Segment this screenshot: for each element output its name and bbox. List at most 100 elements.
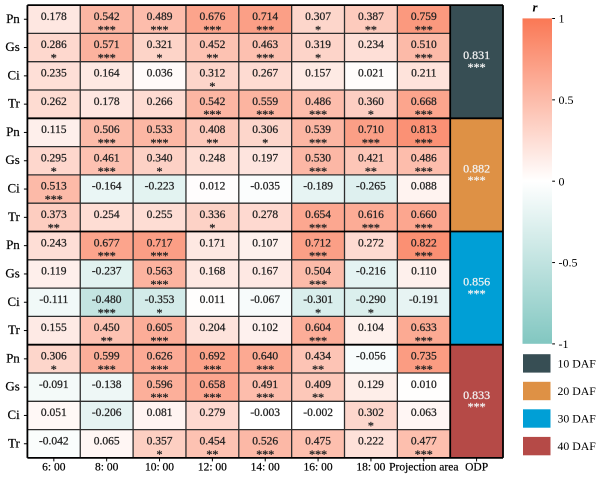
svg-text:0.319: 0.319 <box>305 39 331 51</box>
svg-text:0.717: 0.717 <box>147 237 173 249</box>
svg-text:0.262: 0.262 <box>41 96 67 108</box>
svg-text:0.486: 0.486 <box>411 152 437 164</box>
svg-text:0.306: 0.306 <box>252 124 278 136</box>
svg-text:0.833: 0.833 <box>463 388 490 402</box>
svg-text:0.164: 0.164 <box>94 68 120 80</box>
svg-text:0.571: 0.571 <box>94 39 120 51</box>
svg-text:0.255: 0.255 <box>147 209 173 221</box>
svg-text:*: * <box>157 51 163 65</box>
svg-text:0.513: 0.513 <box>41 181 67 193</box>
svg-text:0.267: 0.267 <box>252 68 278 80</box>
svg-text:0.605: 0.605 <box>147 322 173 334</box>
svg-text:0.563: 0.563 <box>147 266 173 278</box>
svg-text:***: *** <box>151 22 169 36</box>
svg-text:***: *** <box>415 164 433 178</box>
svg-text:***: *** <box>309 334 327 348</box>
svg-text:10: 00: 10: 00 <box>145 462 174 474</box>
svg-text:Projection area: Projection area <box>389 462 458 474</box>
svg-text:**: ** <box>206 447 218 461</box>
svg-text:0.178: 0.178 <box>41 11 67 23</box>
svg-text:-0.353: -0.353 <box>145 294 175 306</box>
svg-text:***: *** <box>151 136 169 150</box>
svg-text:30 DAF: 30 DAF <box>558 412 597 426</box>
svg-text:0.307: 0.307 <box>305 11 331 23</box>
svg-text:-0.189: -0.189 <box>303 181 333 193</box>
svg-text:*: * <box>209 79 215 93</box>
svg-text:Tr: Tr <box>8 96 20 111</box>
svg-text:***: *** <box>98 249 116 263</box>
svg-text:***: *** <box>151 362 169 376</box>
svg-text:6: 00: 6: 00 <box>42 462 66 474</box>
svg-text:0.107: 0.107 <box>252 237 278 249</box>
svg-text:-0.216: -0.216 <box>356 266 386 278</box>
svg-text:-0.265: -0.265 <box>356 181 386 193</box>
svg-text:*: * <box>368 419 374 433</box>
svg-text:0.759: 0.759 <box>411 11 437 23</box>
svg-text:0.197: 0.197 <box>252 152 278 164</box>
svg-text:0.463: 0.463 <box>252 39 278 51</box>
svg-text:Pn: Pn <box>6 237 20 252</box>
svg-text:**: ** <box>101 334 113 348</box>
svg-text:***: *** <box>309 277 327 291</box>
svg-text:Pn: Pn <box>6 11 20 26</box>
svg-text:Ci: Ci <box>8 407 21 422</box>
svg-text:0.286: 0.286 <box>41 39 67 51</box>
svg-text:0.119: 0.119 <box>41 266 67 278</box>
svg-text:-0.035: -0.035 <box>250 181 280 193</box>
svg-text:0.452: 0.452 <box>199 39 225 51</box>
svg-text:***: *** <box>468 400 486 414</box>
svg-text:Gs: Gs <box>5 152 19 167</box>
svg-text:Tr: Tr <box>8 322 20 337</box>
svg-text:8: 00: 8: 00 <box>95 462 119 474</box>
svg-text:0.506: 0.506 <box>94 124 120 136</box>
svg-text:0.710: 0.710 <box>358 124 384 136</box>
svg-text:-0.206: -0.206 <box>92 407 122 419</box>
svg-text:***: *** <box>309 220 327 234</box>
svg-text:*: * <box>157 164 163 178</box>
svg-text:0.677: 0.677 <box>94 237 120 249</box>
svg-text:***: *** <box>415 220 433 234</box>
svg-text:***: *** <box>256 22 274 36</box>
svg-text:0.831: 0.831 <box>463 48 490 62</box>
svg-text:***: *** <box>415 22 433 36</box>
svg-text:-0.002: -0.002 <box>303 407 333 419</box>
svg-text:0.115: 0.115 <box>41 124 67 136</box>
svg-text:-0.056: -0.056 <box>356 351 386 363</box>
svg-text:***: *** <box>203 107 221 121</box>
svg-text:0.856: 0.856 <box>463 275 490 289</box>
svg-text:***: *** <box>415 51 433 65</box>
svg-text:**: ** <box>312 390 324 404</box>
svg-text:0.243: 0.243 <box>41 237 67 249</box>
svg-text:***: *** <box>309 447 327 461</box>
svg-text:***: *** <box>309 136 327 150</box>
svg-text:-0.003: -0.003 <box>250 407 280 419</box>
svg-text:0.010: 0.010 <box>411 379 437 391</box>
svg-text:***: *** <box>415 447 433 461</box>
svg-text:-0.237: -0.237 <box>92 266 122 278</box>
svg-text:0.599: 0.599 <box>94 351 120 363</box>
svg-text:-0.191: -0.191 <box>409 294 439 306</box>
svg-text:0.129: 0.129 <box>358 379 384 391</box>
svg-text:0.616: 0.616 <box>358 209 384 221</box>
svg-text:0.357: 0.357 <box>147 435 173 447</box>
svg-text:0.714: 0.714 <box>252 11 278 23</box>
svg-text:***: *** <box>98 164 116 178</box>
svg-text:***: *** <box>415 334 433 348</box>
svg-text:0.102: 0.102 <box>252 322 278 334</box>
svg-text:0.454: 0.454 <box>199 435 225 447</box>
svg-text:0.157: 0.157 <box>305 68 331 80</box>
svg-text:0.266: 0.266 <box>147 96 173 108</box>
svg-text:***: *** <box>468 286 486 300</box>
svg-text:**: ** <box>48 220 60 234</box>
svg-text:0.409: 0.409 <box>305 379 331 391</box>
svg-text:0.373: 0.373 <box>41 209 67 221</box>
svg-text:-0.111: -0.111 <box>39 294 68 306</box>
svg-text:Tr: Tr <box>8 435 20 450</box>
svg-text:12: 00: 12: 00 <box>198 462 227 474</box>
svg-text:14: 00: 14: 00 <box>251 462 280 474</box>
svg-text:***: *** <box>98 136 116 150</box>
svg-text:***: *** <box>98 22 116 36</box>
svg-text:**: ** <box>206 51 218 65</box>
svg-text:0.235: 0.235 <box>41 68 67 80</box>
svg-text:*: * <box>368 107 374 121</box>
